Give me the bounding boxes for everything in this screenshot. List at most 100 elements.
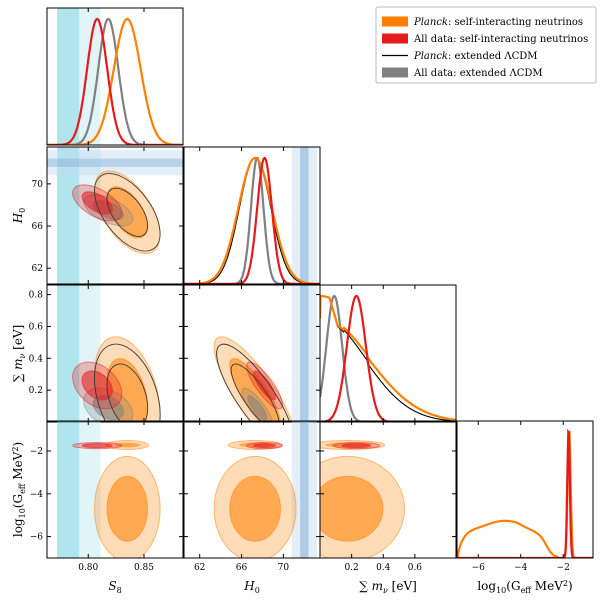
panel-frame (183, 146, 321, 285)
panel-H0-mnu (183, 284, 321, 423)
panel-content (320, 440, 406, 558)
curve-1d-3 (320, 294, 456, 422)
x-tick-label: 62 (194, 563, 205, 573)
x-tick-label: −4 (514, 563, 528, 573)
y-tick-label: −6 (30, 533, 44, 543)
x-tick-label: 66 (236, 563, 248, 573)
y-tick-label: 0.8 (29, 291, 44, 301)
panel-content (457, 428, 593, 558)
y-tick-label: 70 (32, 180, 44, 190)
curve-1d-2 (320, 295, 456, 422)
y-tick-label: 62 (32, 264, 43, 274)
contour-2-68 (230, 363, 280, 422)
x-tick-label: 0.85 (134, 563, 154, 573)
panels-layer (46, 7, 594, 559)
y-axis-label-h0: H0 (11, 208, 27, 225)
panel-content (320, 294, 456, 422)
curve-1d-1 (457, 428, 593, 558)
legend-swatch-0 (382, 16, 408, 27)
y-tick-label: 0.6 (29, 322, 44, 332)
curve-1d-0 (457, 430, 593, 558)
y-axis-label-logg: log10(Geff MeV2) (11, 442, 27, 537)
contour-2-95 (94, 343, 161, 422)
panel-content (47, 147, 183, 284)
contour-2-95 (94, 173, 161, 252)
y-tick-label: −2 (30, 447, 43, 457)
contour-1-68 (253, 443, 277, 449)
band-v-H0 (291, 421, 317, 558)
panel-frame (46, 7, 184, 146)
panel-mnu-mnu (319, 284, 457, 423)
x-axis-label-logg: log10(Geff MeV2) (477, 579, 572, 595)
contour-2-95 (216, 343, 294, 422)
y-tick-label: −4 (30, 490, 44, 500)
legend-label-1: All data: self-interacting neutrinos (413, 34, 588, 45)
panel-H0-H0 (183, 146, 321, 285)
band-v-H0 (300, 421, 309, 558)
y-tick-label: 0.4 (29, 354, 44, 364)
panel-content (57, 421, 161, 558)
band-v-H0 (300, 285, 309, 422)
x-axis-label-mnu: ∑ mν [eV] (359, 579, 417, 595)
contour-1-68 (81, 370, 113, 401)
x-tick-label: 0.2 (344, 563, 358, 573)
panel-content (213, 421, 317, 558)
panel-frame (456, 420, 594, 559)
contour-1-68 (252, 370, 277, 401)
legend-label-0: Planck: self-interacting neutrinos (413, 17, 583, 28)
contour-1-68 (81, 191, 113, 215)
panel-content (213, 285, 317, 422)
curve-1d-3 (184, 156, 320, 284)
band-v-S8 (57, 285, 80, 422)
panel-S8-mnu (46, 284, 184, 423)
panel-content (184, 147, 320, 284)
x-tick-label: 0.80 (78, 563, 98, 573)
contour-3-68 (247, 395, 268, 421)
panel-frame (46, 420, 184, 559)
band-v-S8 (57, 421, 80, 558)
panel-mnu-logG (319, 420, 457, 559)
curve-1d-0 (184, 156, 320, 284)
panel-frame (46, 146, 184, 285)
legend-label-3: All data: extended ΛCDM (413, 68, 543, 79)
panel-content (47, 8, 183, 145)
contour-0-68 (106, 475, 149, 542)
contour-2-68 (106, 187, 149, 237)
curve-1d-0 (47, 17, 183, 145)
y-tick-label: 0.2 (29, 386, 43, 396)
panel-S8-H0 (46, 146, 184, 285)
panel-S8-logG (46, 420, 184, 559)
band-v-H0 (291, 147, 317, 284)
curve-1d-1 (320, 294, 456, 422)
x-tick-label: 70 (278, 563, 290, 573)
band-v-S8 (79, 8, 101, 145)
legend-swatch-3 (382, 67, 408, 78)
curve-1d-1 (47, 17, 183, 145)
panel-frame (319, 420, 457, 559)
curve-1d-0 (320, 294, 456, 421)
panel-frame (319, 284, 457, 423)
x-axis-label-h0: H0 (243, 579, 260, 595)
legend-swatch-1 (382, 33, 408, 44)
contour-1-68 (341, 443, 372, 449)
x-axis-label-s8: S8 (108, 579, 121, 595)
band-v-S8 (79, 421, 101, 558)
panel-S8-S8 (46, 7, 184, 146)
contour-0-68 (229, 475, 281, 542)
legend-box (375, 6, 597, 84)
x-tick-label: −6 (472, 563, 486, 573)
band-v-S8 (57, 147, 80, 284)
band-v-H0 (291, 285, 317, 422)
panel-frame (46, 284, 184, 423)
axis-labels-layer: 62 66 70 0.2 0.4 0.6 0.8 0.80 0.85 −6 −4 −2 62 66 70 0.… (11, 180, 573, 595)
y-tick-label: 66 (32, 222, 44, 232)
contour-2-68 (106, 363, 149, 422)
band-v-H0 (300, 147, 309, 284)
contour-0-68 (320, 475, 384, 542)
curve-1d-1 (184, 156, 320, 284)
panel-logG-logG (456, 420, 594, 559)
legend: Planck: self-interacting neutrinos All da… (375, 6, 597, 84)
band-h-H0 (47, 158, 183, 168)
x-tick-label: 0.6 (408, 563, 423, 573)
